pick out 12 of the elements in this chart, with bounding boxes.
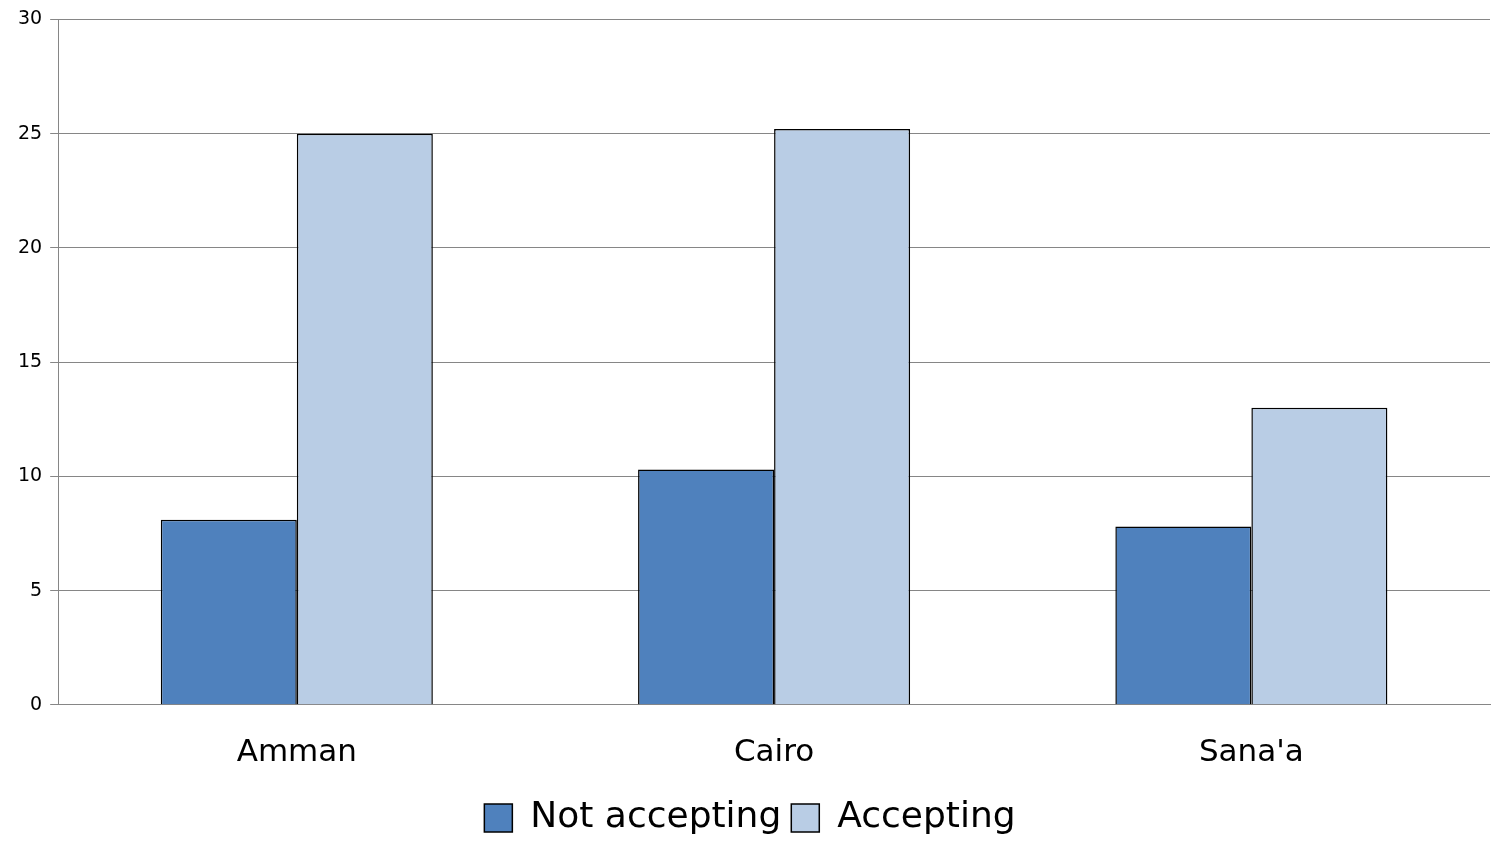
y-tick-label: 25 xyxy=(17,120,43,143)
x-tick-label: Cairo xyxy=(733,732,815,769)
y-tick-label: 0 xyxy=(30,691,43,714)
legend-label: Accepting xyxy=(837,794,1016,836)
y-tick-label: 30 xyxy=(17,6,43,29)
y-tick-label: 15 xyxy=(17,349,43,372)
y-tick-label: 5 xyxy=(30,577,43,600)
x-tick-label: Amman xyxy=(236,732,357,769)
legend-label: Not accepting xyxy=(530,794,782,836)
y-tick-label: 10 xyxy=(17,463,43,486)
x-tick-label: Sana'a xyxy=(1198,732,1304,769)
y-tick-label: 20 xyxy=(17,234,43,257)
